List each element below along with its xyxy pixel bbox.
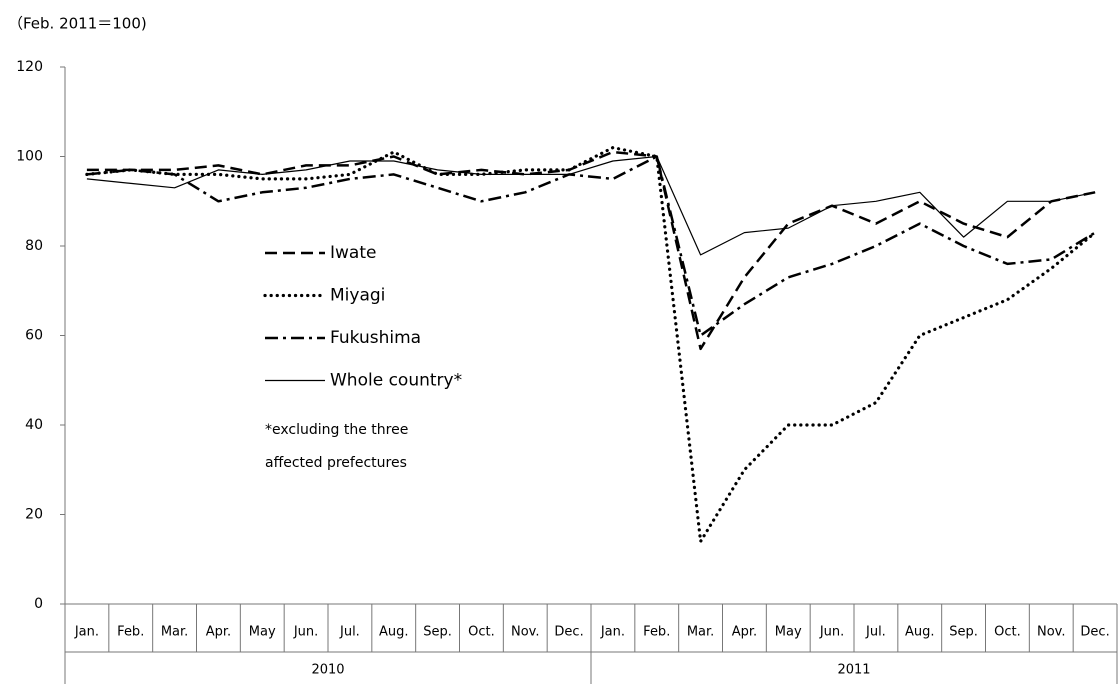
x-tick-label: Mar. bbox=[687, 625, 714, 640]
note: *excluding the three bbox=[265, 422, 408, 438]
y-tick-label: 100 bbox=[16, 149, 43, 165]
x-tick-label: Jan. bbox=[600, 625, 625, 640]
y-tick-label: 80 bbox=[25, 238, 43, 254]
year-label: 2011 bbox=[837, 663, 870, 678]
x-tick-label: Dec. bbox=[554, 625, 583, 640]
x-tick-label: Jan. bbox=[74, 625, 99, 640]
x-tick-label: Oct. bbox=[468, 625, 495, 640]
y-tick-label: 120 bbox=[16, 59, 43, 75]
x-tick-label: Sep. bbox=[949, 625, 978, 640]
x-tick-label: Jul. bbox=[339, 625, 360, 640]
legend-label: Fukushima bbox=[330, 328, 421, 348]
x-tick-label: May bbox=[249, 625, 276, 640]
series-line bbox=[85, 146, 1097, 543]
x-tick-label: Apr. bbox=[732, 625, 757, 640]
x-tick-label: Dec. bbox=[1080, 625, 1109, 640]
y-tick-label: 0 bbox=[34, 596, 43, 612]
x-tick-label: Jul. bbox=[865, 625, 886, 640]
x-tick-label: May bbox=[775, 625, 802, 640]
x-tick-label: Mar. bbox=[161, 625, 188, 640]
x-tick-label: Jun. bbox=[819, 625, 844, 640]
x-tick-label: Nov. bbox=[1037, 625, 1066, 640]
legend-label: Whole country* bbox=[330, 371, 462, 391]
x-tick-label: Feb. bbox=[643, 625, 670, 640]
x-tick-label: Oct. bbox=[994, 625, 1021, 640]
y-tick-label: 20 bbox=[25, 507, 43, 523]
legend-label: Miyagi bbox=[330, 286, 385, 306]
x-tick-label: Nov. bbox=[511, 625, 540, 640]
y-axis-label: （Feb. 2011＝100) bbox=[8, 15, 147, 33]
x-tick-label: Aug. bbox=[379, 625, 409, 640]
series-line bbox=[86, 150, 1096, 351]
x-tick-label: Aug. bbox=[905, 625, 935, 640]
year-label: 2010 bbox=[311, 663, 344, 678]
x-tick-label: Jun. bbox=[293, 625, 318, 640]
x-tick-label: Apr. bbox=[206, 625, 231, 640]
note: affected prefectures bbox=[265, 455, 407, 471]
y-tick-label: 60 bbox=[25, 328, 43, 344]
legend-label: Iwate bbox=[330, 243, 376, 263]
x-tick-label: Feb. bbox=[117, 625, 144, 640]
series-line bbox=[86, 155, 1096, 337]
x-tick-label: Sep. bbox=[423, 625, 452, 640]
series-line bbox=[86, 155, 1096, 256]
y-tick-label: 40 bbox=[25, 417, 43, 433]
